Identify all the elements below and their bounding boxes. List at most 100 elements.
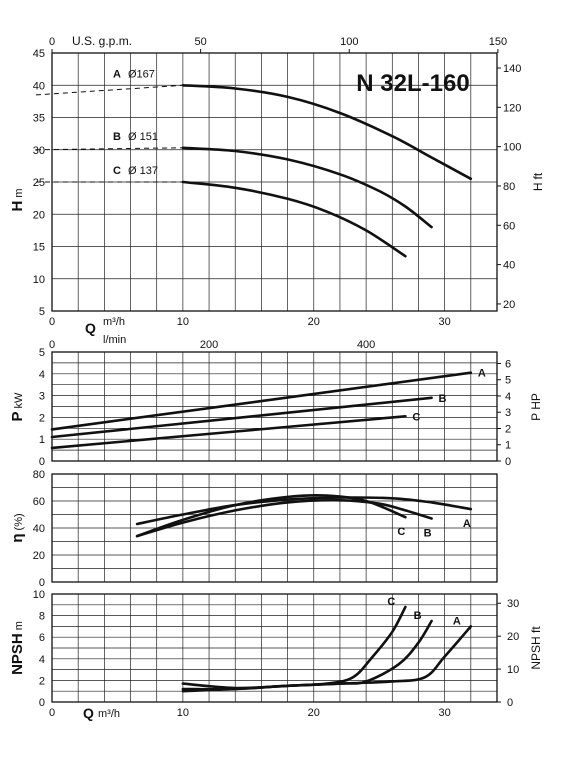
series-curve-a <box>181 625 473 690</box>
end-label-b: B <box>414 610 422 622</box>
lmin-tick-label: 200 <box>200 339 218 351</box>
y-tick-label: 10 <box>33 589 45 601</box>
plot-frame <box>51 593 498 703</box>
y-tick-label: 10 <box>33 274 45 286</box>
power-axis-label: PkW <box>9 392 26 422</box>
y-tick-label: 5 <box>39 347 45 359</box>
q-unit-label-bottom: m³/h <box>98 708 120 720</box>
q-axis-label-top: Q <box>85 320 96 336</box>
top-tick-label: 50 <box>195 36 207 48</box>
x-tick-label: 30 <box>439 316 451 328</box>
chart-title: N 32L-160 <box>356 70 469 97</box>
y-tick-label: 2 <box>39 675 45 687</box>
head-axis-label: Hm <box>9 188 26 211</box>
plot-frame <box>51 351 498 462</box>
power-right-axis-label: P HP <box>529 393 543 421</box>
y-tick-label: 2 <box>39 412 45 424</box>
y-tick-label: 0 <box>39 697 45 709</box>
x-tick-label: 10 <box>177 316 189 328</box>
y-tick-label: 15 <box>33 242 45 254</box>
npsh-ft-tick-label: 0 <box>507 697 513 709</box>
y-tick-label: 45 <box>33 48 45 60</box>
plot-frame <box>51 473 498 583</box>
curve-diameter-b: Ø 151 <box>128 131 158 143</box>
y-tick-label: 0 <box>39 577 45 589</box>
hp-tick-label: 2 <box>505 423 511 435</box>
top-tick-label: 150 <box>489 36 507 48</box>
hp-tick-label: 5 <box>505 375 511 387</box>
curve-diameter-c: Ø 137 <box>128 165 158 177</box>
q-unit-label-top: m³/h <box>103 316 125 328</box>
x-tick-label: 30 <box>439 707 451 719</box>
lmin-tick-label: 0 <box>49 339 55 351</box>
x-tick-label: 0 <box>49 707 55 719</box>
series-curve-c <box>181 180 407 258</box>
end-label-a: A <box>463 518 471 530</box>
right-tick-label: 20 <box>503 299 515 311</box>
npsh-ft-tick-label: 30 <box>507 598 519 610</box>
npsh-right-axis-label: NPSH ft <box>529 626 543 670</box>
plot-frame <box>51 52 498 312</box>
y-tick-label: 5 <box>39 306 45 318</box>
y-tick-label: 30 <box>33 145 45 157</box>
curve-diameter-a: Ø167 <box>128 68 155 80</box>
series-curve-c <box>181 605 407 693</box>
lmin-axis-label: l/min <box>103 334 126 346</box>
y-tick-label: 60 <box>33 496 45 508</box>
right-tick-label: 60 <box>503 220 515 232</box>
x-tick-label: 20 <box>308 316 320 328</box>
npsh-axis-label: NPSHm <box>9 621 26 675</box>
series-curve-b <box>135 498 433 538</box>
y-tick-label: 40 <box>33 80 45 92</box>
right-tick-label: 140 <box>503 63 521 75</box>
y-tick-label: 80 <box>33 469 45 481</box>
y-tick-label: 25 <box>33 177 45 189</box>
lmin-tick-label: 400 <box>357 339 375 351</box>
extrapolated-curve-a <box>35 84 183 96</box>
curve-label-c: C <box>113 165 121 177</box>
y-tick-label: 6 <box>39 632 45 644</box>
y-tick-label: 40 <box>33 523 45 535</box>
curve-label-a: A <box>113 68 121 80</box>
y-tick-label: 20 <box>33 209 45 221</box>
title-box <box>352 66 476 100</box>
hp-tick-label: 4 <box>505 391 511 403</box>
curve-label-b: B <box>113 131 121 143</box>
top-axis-label: U.S. g.p.m. <box>72 34 132 48</box>
npsh-ft-tick-label: 20 <box>507 631 519 643</box>
hp-tick-label: 1 <box>505 440 511 452</box>
y-tick-label: 8 <box>39 611 45 623</box>
end-label-b: B <box>439 393 447 405</box>
x-tick-label: 10 <box>177 707 189 719</box>
eff-axis-label: η(%) <box>9 513 26 542</box>
y-tick-label: 4 <box>39 369 45 381</box>
top-tick-label: 0 <box>49 36 55 48</box>
series-curve-c <box>50 415 407 450</box>
right-tick-label: 80 <box>503 181 515 193</box>
series-curve-a <box>135 496 473 526</box>
series-curve-b <box>50 396 433 439</box>
series-curve-b <box>181 619 433 691</box>
x-tick-label: 0 <box>49 316 55 328</box>
end-label-a: A <box>453 615 461 627</box>
hp-tick-label: 0 <box>505 456 511 468</box>
hp-tick-label: 3 <box>505 407 511 419</box>
head-right-axis-label: Hft <box>531 172 545 191</box>
end-label-a: A <box>478 368 486 380</box>
y-tick-label: 3 <box>39 391 45 403</box>
end-label-c: C <box>387 596 395 608</box>
hp-tick-label: 6 <box>505 358 511 370</box>
series-curve-a <box>50 371 473 431</box>
y-tick-label: 0 <box>39 456 45 468</box>
top-tick-label: 100 <box>340 36 358 48</box>
series-curve-c <box>135 493 407 538</box>
q-axis-label-bottom: Q <box>83 705 94 721</box>
right-tick-label: 100 <box>503 142 521 154</box>
right-tick-label: 40 <box>503 260 515 272</box>
end-label-b: B <box>424 528 432 540</box>
right-tick-label: 120 <box>503 102 521 114</box>
y-tick-label: 4 <box>39 654 45 666</box>
end-label-c: C <box>412 411 420 423</box>
series-curve-b <box>181 146 433 229</box>
